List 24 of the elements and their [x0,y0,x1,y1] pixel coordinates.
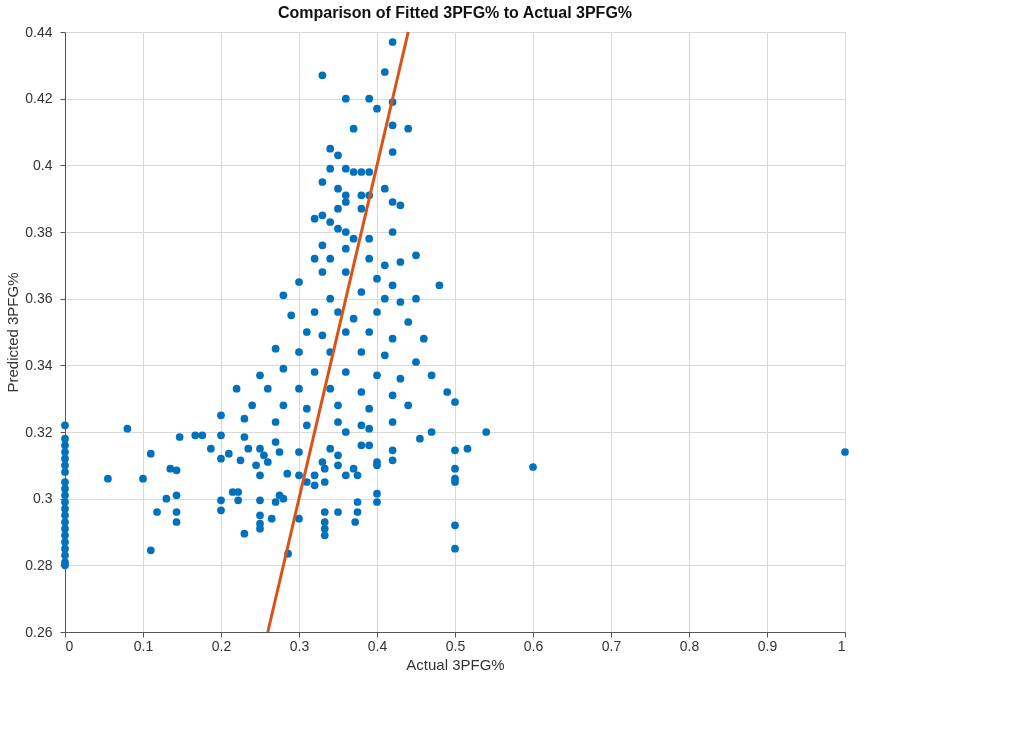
chart-title: Comparison of Fitted 3PFG% to Actual 3PFG% [277,4,633,21]
x-tick-label: 0.9 [757,637,778,654]
y-tick-label: 0.3 [33,490,53,507]
x-tick-label: 0.2 [211,637,232,654]
x-tick-label: 0.6 [523,637,544,654]
y-tick-label: 0.36 [25,290,53,307]
y-tick-label: 0.38 [25,223,53,240]
x-tick-label: 0.1 [133,637,154,654]
x-tick-label: 0.7 [601,637,622,654]
y-tick-label: 0.44 [25,23,53,40]
x-axis-title: Actual 3PFG% [406,655,505,673]
x-tick-label: 0.5 [445,637,466,654]
y-tick-label: 0.28 [25,556,53,573]
y-tick-label: 0.34 [25,356,53,373]
y-axis-title: Predicted 3PFG% [4,272,22,393]
x-tick-label: 1 [837,637,846,654]
y-tick-label: 0.42 [25,90,53,107]
y-tick-label: 0.26 [25,623,53,640]
y-tick-label: 0.32 [25,423,53,440]
y-tick-label: 0.4 [33,156,53,173]
x-tick-label: 0.8 [679,637,700,654]
x-tick-label: 0.4 [367,637,388,654]
x-tick-label: 0 [65,637,74,654]
x-tick-label: 0.3 [289,637,310,654]
